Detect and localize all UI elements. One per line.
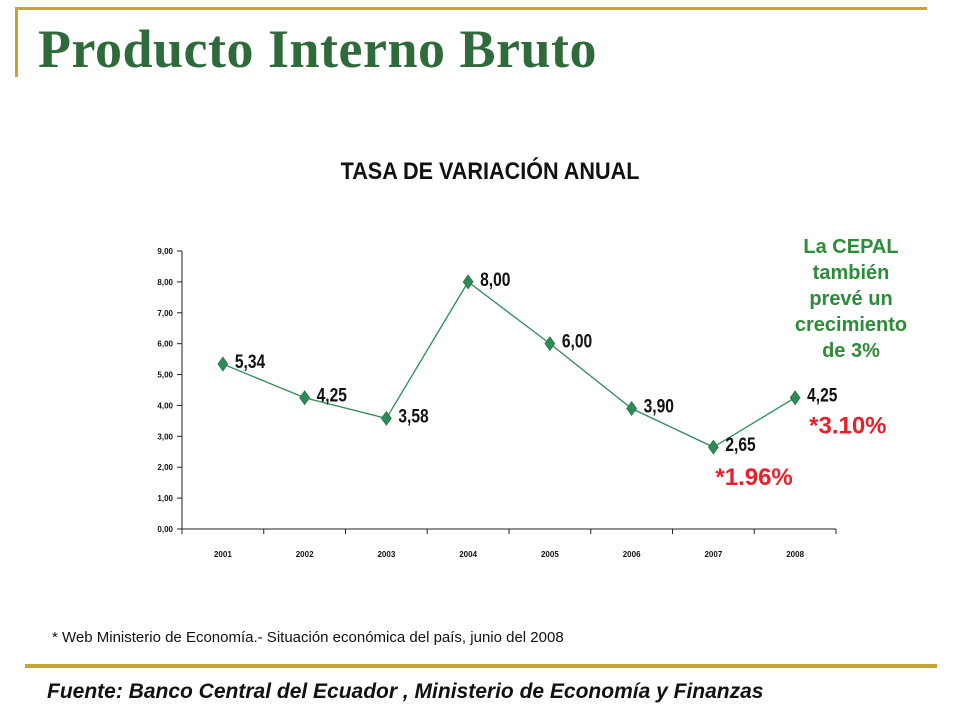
annotation-label: *3.10% [809, 413, 886, 440]
data-label: 2,65 [725, 434, 756, 456]
y-tick-label: 0,00 [157, 525, 173, 534]
data-label: 8,00 [480, 268, 510, 290]
data-label: 6,00 [562, 330, 592, 352]
data-point-marker [462, 274, 474, 290]
data-label: 3,90 [644, 395, 674, 417]
data-label: 4,25 [807, 384, 838, 406]
y-tick-label: 7,00 [157, 309, 173, 318]
x-tick-label: 2003 [377, 550, 395, 559]
y-tick-label: 6,00 [157, 340, 173, 349]
series-line [222, 280, 796, 448]
data-point-marker [708, 439, 719, 455]
x-tick-label: 2006 [623, 550, 641, 559]
data-label: 5,34 [235, 351, 266, 373]
data-point-marker [544, 336, 556, 352]
data-point-marker [299, 390, 310, 406]
y-tick-label: 3,00 [157, 432, 173, 441]
data-point-marker [381, 410, 392, 426]
slide-title: Producto Interno Bruto [38, 19, 597, 79]
data-point-marker [789, 390, 801, 406]
x-tick-label: 2007 [704, 550, 722, 559]
y-tick-label: 2,00 [157, 463, 173, 472]
cepal-note: La CEPAL también prevé un crecimiento de… [794, 236, 908, 362]
bottom-gold-rule [25, 664, 937, 668]
footnote: * Web Ministerio de Economía.- Situación… [52, 629, 564, 646]
source-line: Fuente: Banco Central del Ecuador , Mini… [47, 680, 764, 703]
y-tick-label: 8,00 [157, 278, 173, 287]
chart-title: TASA DE VARIACIÓN ANUAL [340, 158, 640, 185]
left-gold-rule [15, 7, 18, 77]
top-gold-rule [15, 7, 927, 10]
annotation-label: *1.96% [715, 464, 792, 491]
x-tick-label: 2005 [541, 550, 559, 559]
data-point-marker [626, 401, 637, 417]
x-tick-label: 2008 [786, 550, 804, 559]
data-point-marker [217, 356, 229, 372]
x-tick-label: 2004 [459, 550, 477, 559]
x-tick-label: 2002 [296, 550, 314, 559]
y-tick-label: 4,00 [157, 401, 173, 410]
y-tick-label: 5,00 [157, 371, 173, 380]
x-tick-label: 2001 [214, 550, 232, 559]
y-tick-label: 1,00 [157, 494, 173, 503]
y-tick-label: 9,00 [157, 247, 173, 256]
data-label: 4,25 [317, 384, 348, 406]
data-label: 3,58 [398, 405, 429, 427]
